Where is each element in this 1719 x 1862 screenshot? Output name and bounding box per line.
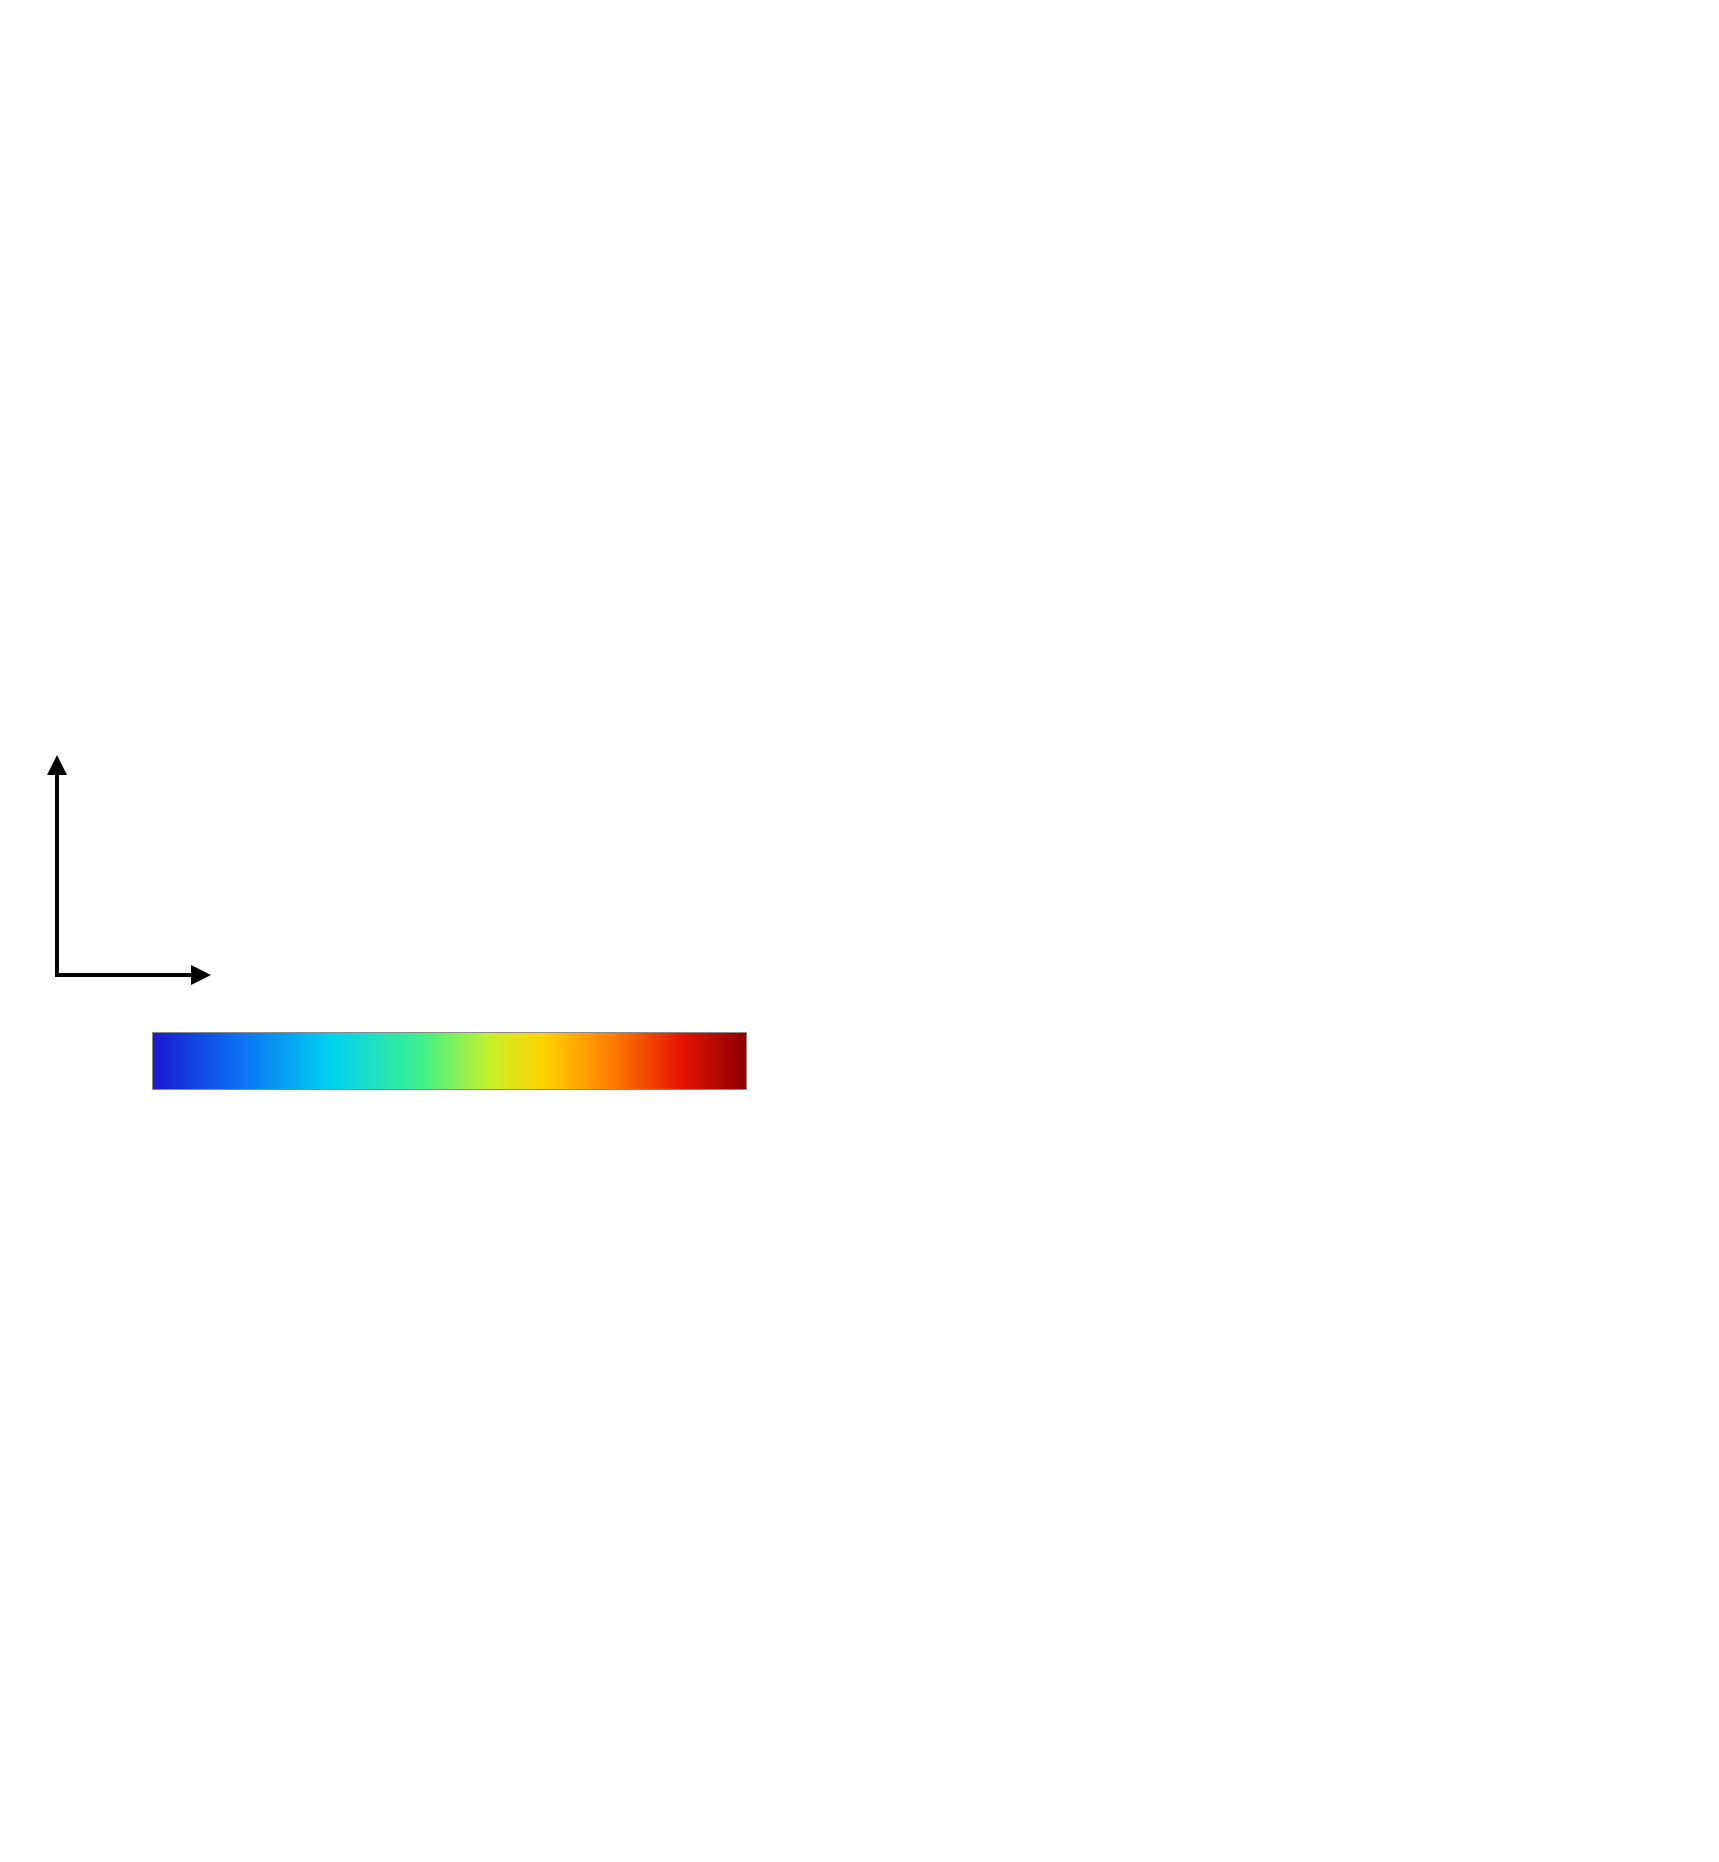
y-axis-arrow-icon [55, 773, 59, 977]
x-axis-arrow-icon [55, 973, 193, 977]
colorbar [152, 1032, 747, 1090]
chart-c-intensity-vs-y [960, 0, 1719, 600]
chart-e-amplitude-ratio [960, 1280, 1719, 1862]
chart-d-intensity-vs-x [960, 600, 1719, 1295]
y-axis-arrow-head-icon [47, 755, 67, 775]
x-axis-arrow-head-icon [191, 965, 211, 985]
